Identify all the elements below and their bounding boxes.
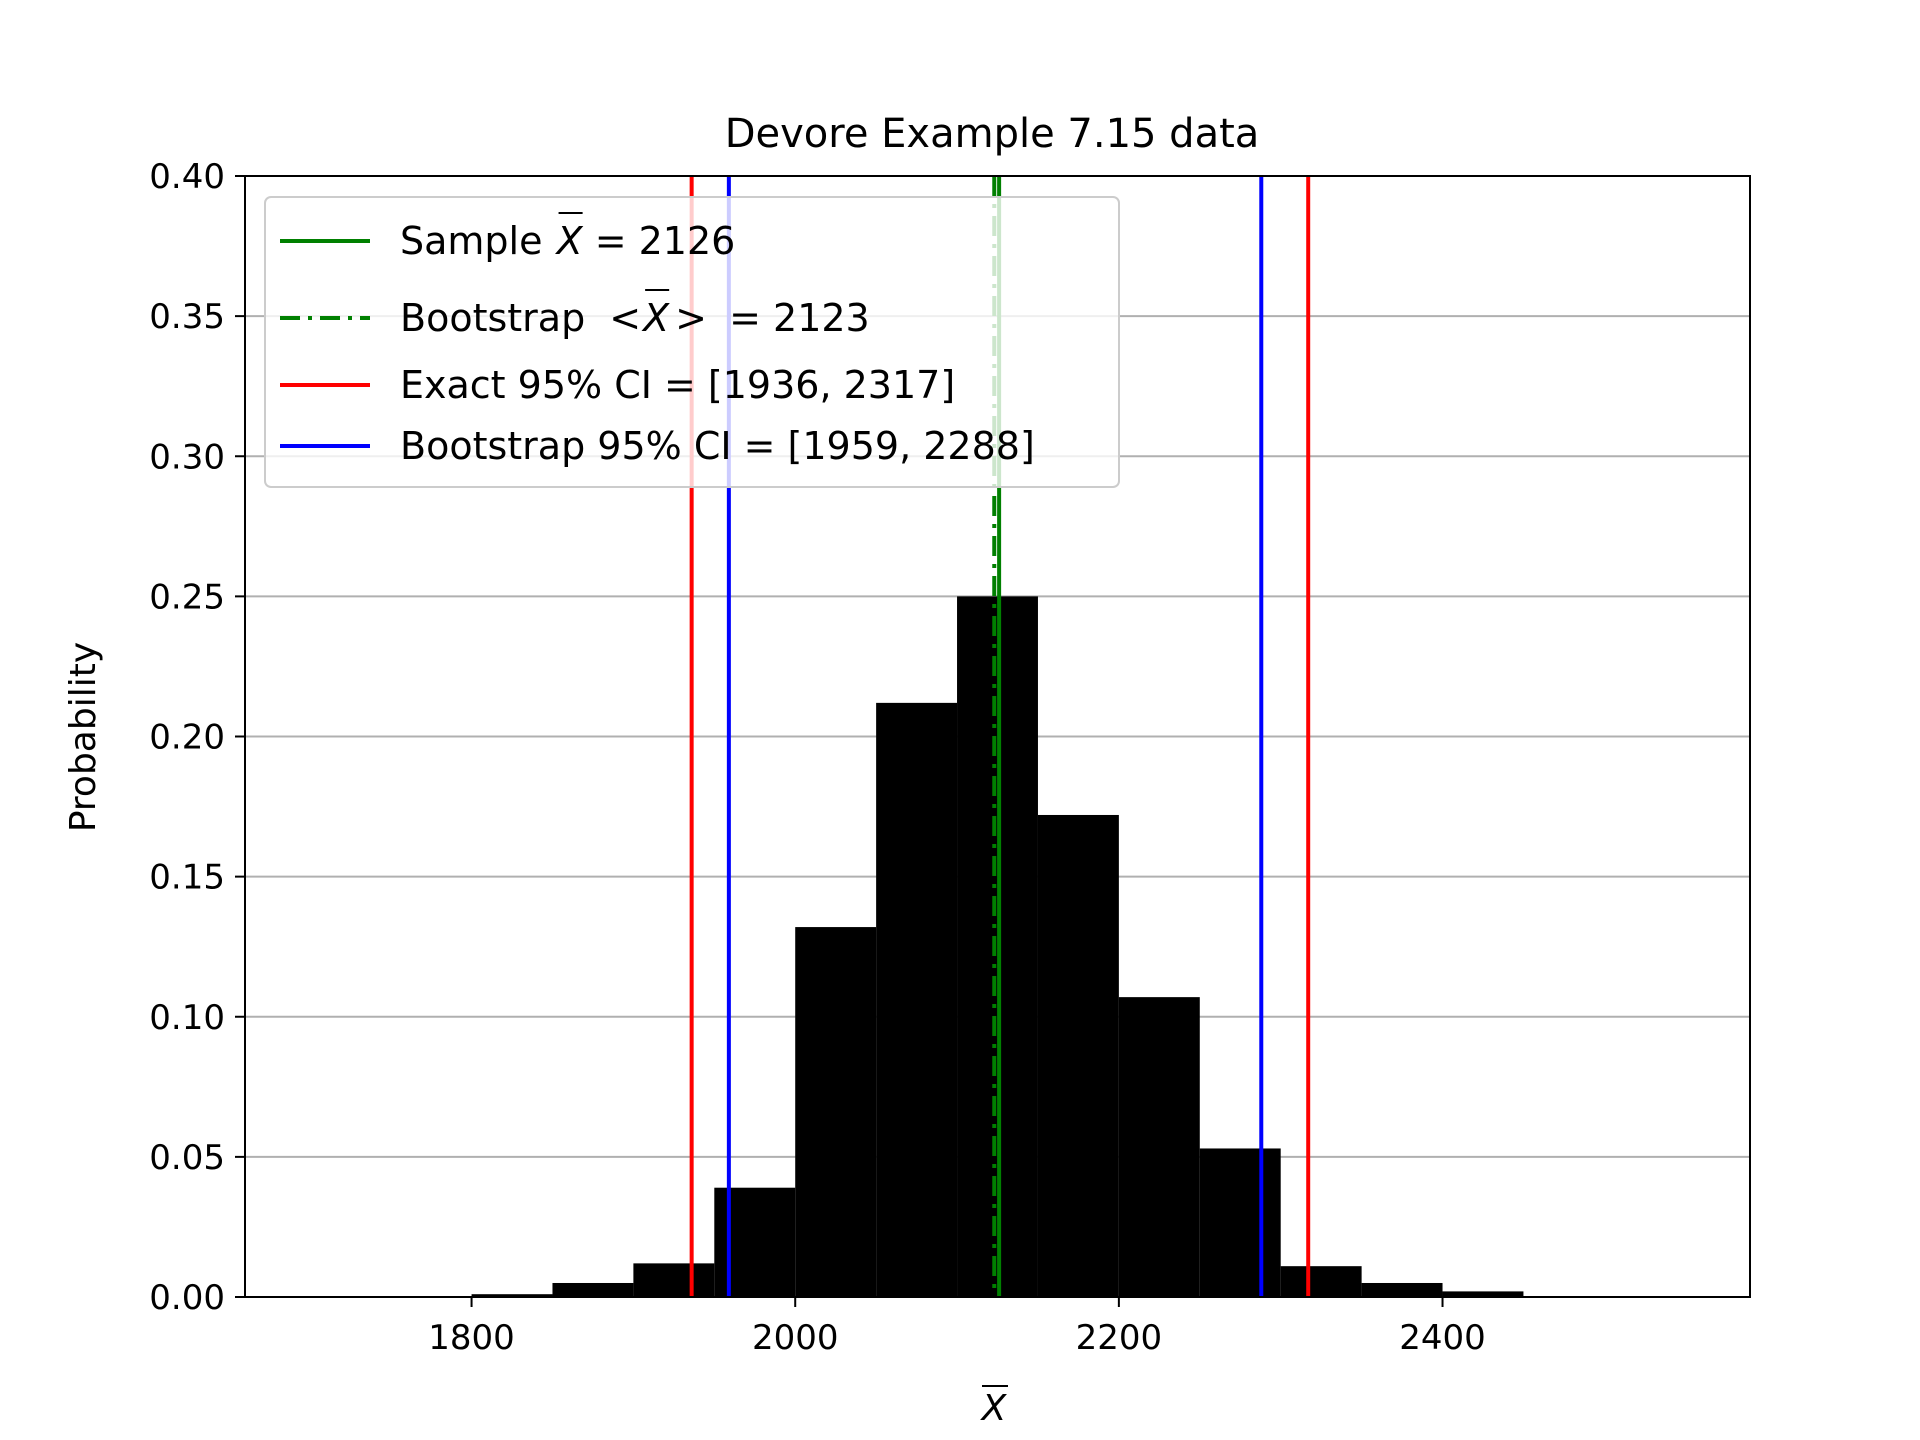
x-tick-label: 2000 xyxy=(752,1318,839,1358)
histogram-bar xyxy=(1199,1148,1281,1297)
legend-label: Sample X = 2126 xyxy=(400,219,735,263)
y-tick-label: 0.00 xyxy=(149,1278,225,1318)
legend-label: Exact 95% CI = [1936, 2317] xyxy=(400,363,955,407)
chart-title: Devore Example 7.15 data xyxy=(725,111,1260,157)
y-axis-ticks: 0.00 0.05 0.10 0.15 0.20 0.25 0.30 0.35 0.40 xyxy=(149,157,245,1318)
legend-box xyxy=(264,196,1120,488)
histogram-bar xyxy=(633,1263,715,1297)
histogram-bar xyxy=(552,1282,634,1297)
x-axis-ticks: 1800 2000 2200 2400 xyxy=(428,1297,1486,1358)
legend-label: Bootstrap <X > = 2123 xyxy=(400,296,870,340)
y-tick-label: 0.40 xyxy=(149,157,225,197)
legend-label: Bootstrap 95% CI = [1959, 2288] xyxy=(400,424,1035,468)
legend: Sample X = 2126 Bootstrap <X > = 2123 Exact… xyxy=(264,196,1120,488)
y-tick-label: 0.20 xyxy=(149,718,225,758)
x-axis-label: X xyxy=(980,1385,1008,1429)
histogram-bar xyxy=(1037,814,1119,1297)
x-axis-label-text: X xyxy=(980,1388,1008,1429)
x-tick-label: 2200 xyxy=(1076,1318,1163,1358)
y-axis-label: Probability xyxy=(63,642,104,832)
histogram-bar xyxy=(714,1187,796,1297)
histogram-bar xyxy=(1280,1266,1362,1297)
histogram-bar xyxy=(1442,1291,1524,1297)
y-tick-label: 0.35 xyxy=(149,297,225,337)
histogram-bar xyxy=(1118,997,1200,1297)
histogram-bar xyxy=(876,702,958,1297)
y-tick-label: 0.25 xyxy=(149,577,225,617)
y-tick-label: 0.10 xyxy=(149,998,225,1038)
x-tick-label: 2400 xyxy=(1399,1318,1486,1358)
histogram-bars xyxy=(471,596,1524,1297)
y-tick-label: 0.30 xyxy=(149,437,225,477)
histogram-bar xyxy=(471,1294,553,1297)
histogram-bar xyxy=(795,927,877,1297)
y-tick-label: 0.05 xyxy=(149,1138,225,1178)
y-tick-label: 0.15 xyxy=(149,858,225,898)
histogram-bar xyxy=(1361,1282,1443,1297)
x-tick-label: 1800 xyxy=(428,1318,515,1358)
